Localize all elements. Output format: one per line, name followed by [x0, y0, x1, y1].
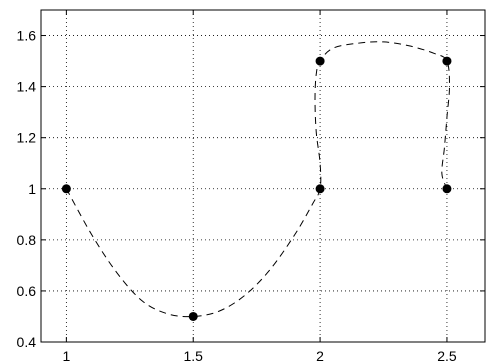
y-tick-label: 0.6	[17, 283, 37, 299]
axis-ticks	[41, 10, 485, 343]
y-tick-label: 1	[28, 181, 36, 197]
y-tick-label: 1.4	[17, 79, 37, 95]
x-tick-label: 1	[62, 348, 70, 364]
x-tick-label: 2.5	[437, 348, 457, 364]
y-tick-label: 0.8	[17, 232, 37, 248]
data-point	[188, 311, 198, 321]
plot-frame	[40, 9, 486, 343]
y-tick-label: 1.2	[17, 130, 37, 146]
data-point	[61, 184, 71, 194]
points-layer	[61, 56, 452, 321]
y-tick-label: 0.4	[17, 334, 37, 350]
curve-layer	[65, 41, 450, 318]
y-tick-label: 1.6	[17, 28, 37, 44]
x-tick-label: 1.5	[183, 348, 203, 364]
data-point	[315, 184, 325, 194]
x-tick-label: 2	[316, 348, 324, 364]
grid	[41, 10, 485, 343]
data-point	[442, 184, 452, 194]
axis-tick-labels: 1 1.5 2 2.5 0.4 0.6 0.8 1 1.2 1.4 1.6	[17, 28, 457, 364]
interpolating-curve	[65, 41, 450, 318]
data-point	[442, 56, 452, 66]
data-point	[315, 56, 325, 66]
